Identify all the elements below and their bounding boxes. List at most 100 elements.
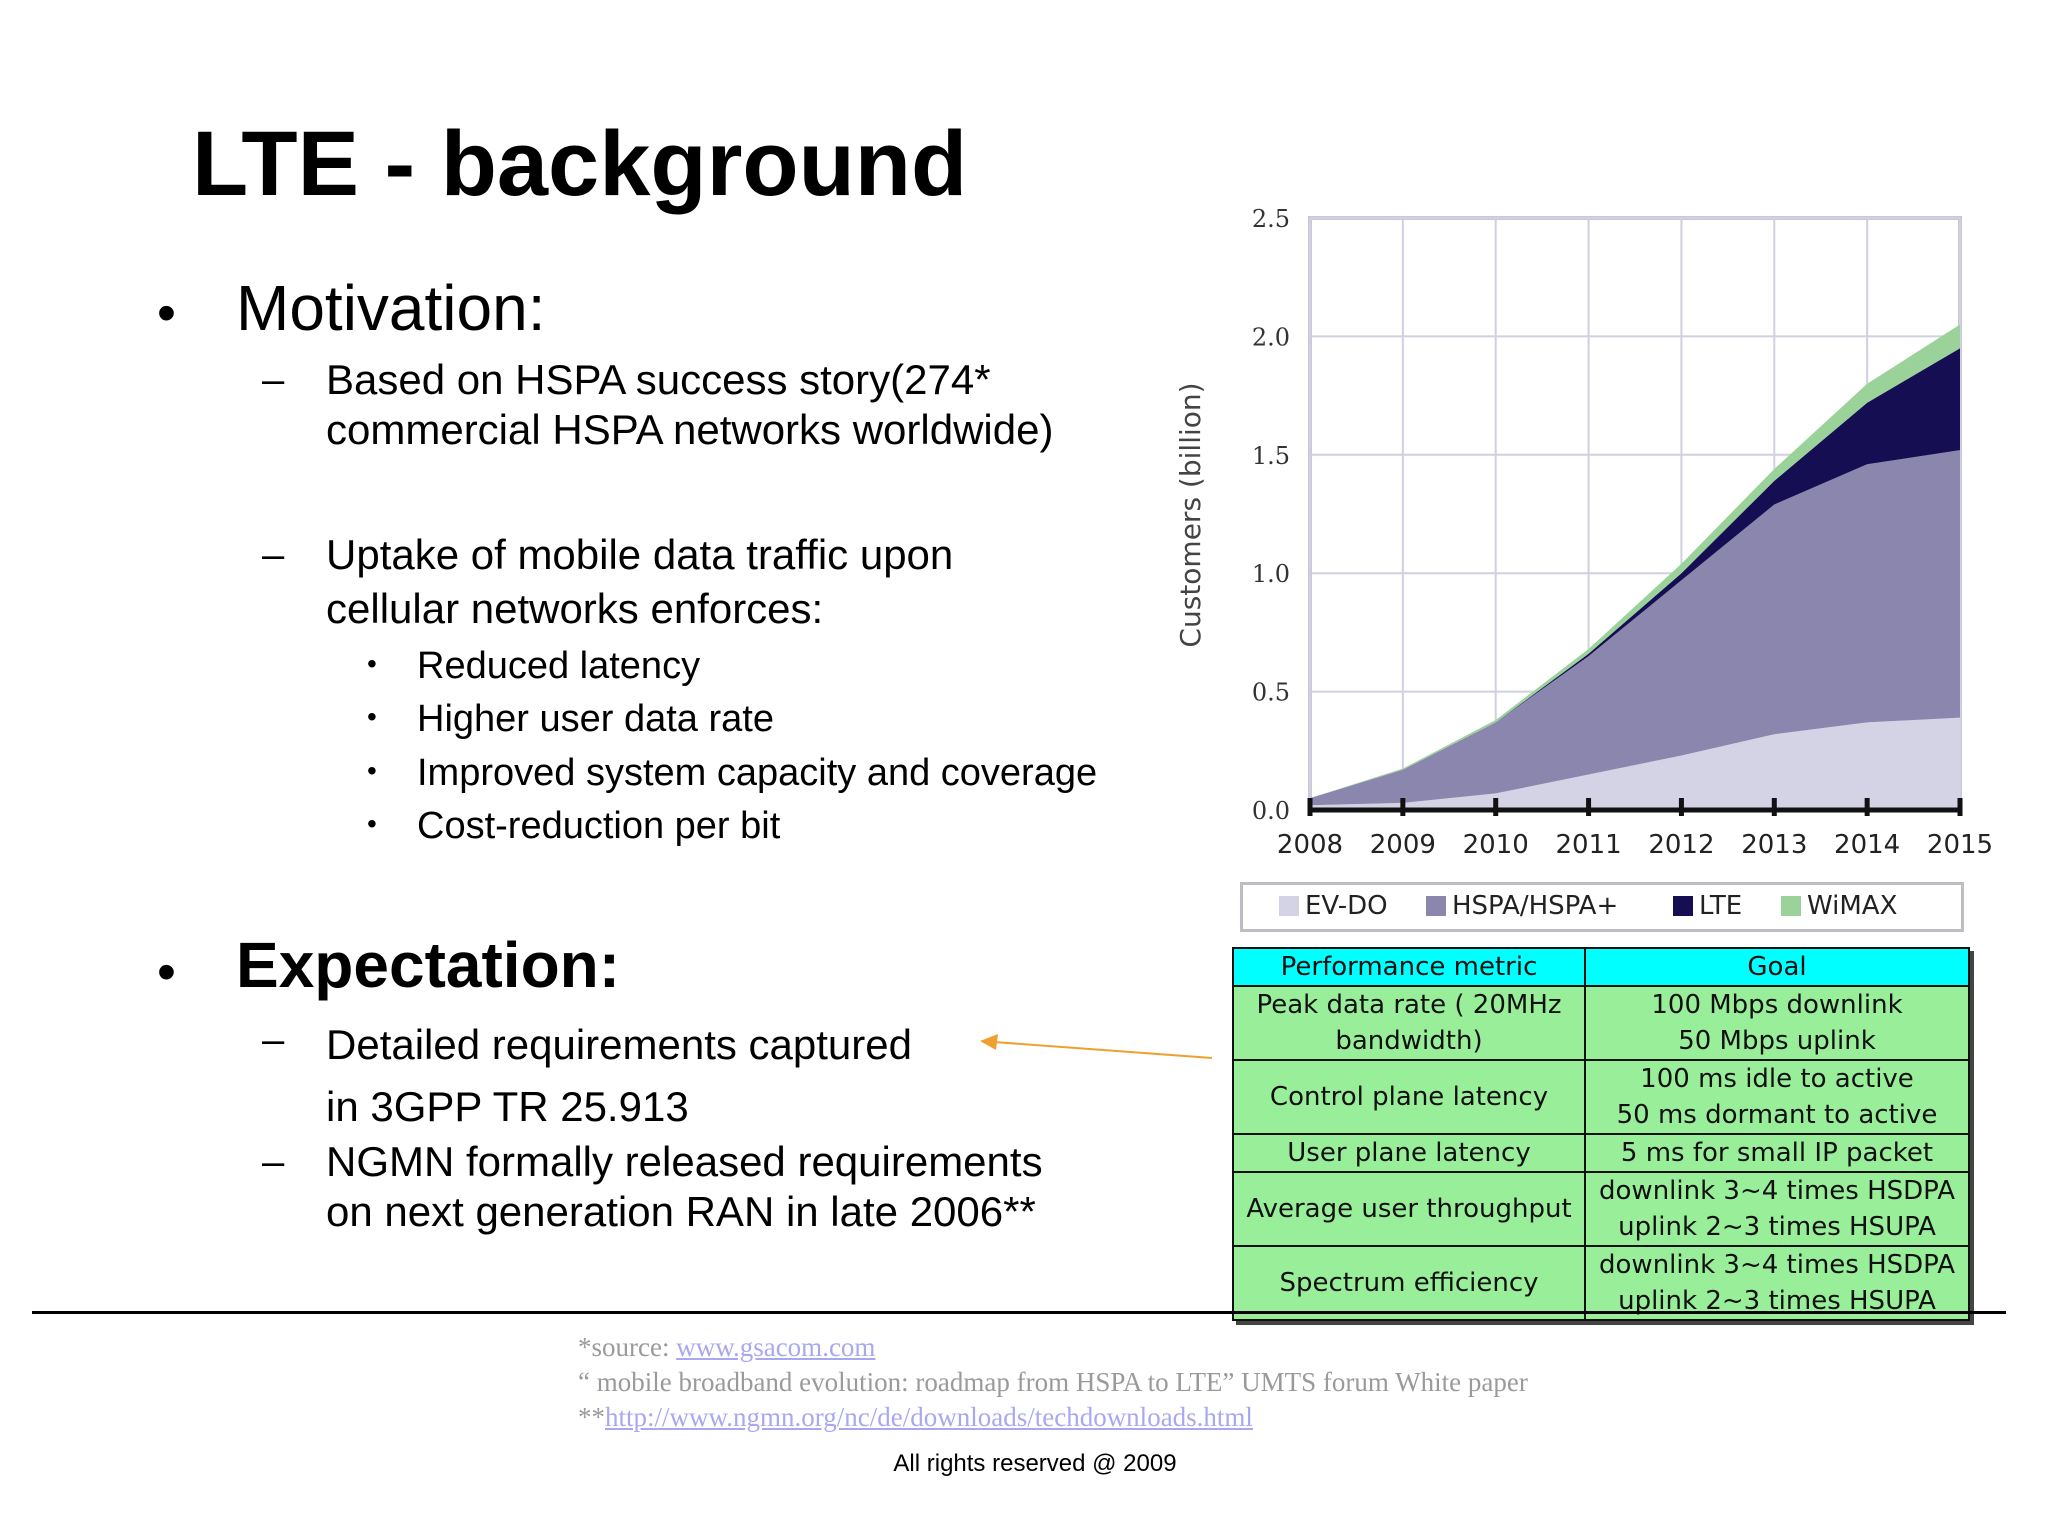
y-tick-label: 2.0 — [1252, 323, 1290, 351]
divider-line — [32, 1311, 2006, 1314]
cell-text: 100 ms idle to active — [1640, 1064, 1914, 1094]
cell-text: 100 Mbps downlink — [1651, 990, 1903, 1020]
dash-marker: – — [262, 1140, 285, 1184]
cell-text: downlink 3~4 times HSDPA — [1599, 1250, 1955, 1280]
legend-label: HSPA/HSPA+ — [1452, 891, 1619, 921]
cell-text: uplink 2~3 times HSUPA — [1618, 1212, 1936, 1242]
cell-text: Control plane latency — [1269, 1082, 1549, 1112]
sub-bullet-marker: • — [367, 808, 377, 839]
ngmn-link[interactable]: http://www.ngmn.org/nc/de/downloads/tech… — [605, 1402, 1253, 1432]
expectation-sub1: Detailed requirements captured in 3GPP T… — [326, 1014, 912, 1138]
cell-text: downlink 3~4 times HSDPA — [1599, 1176, 1955, 1206]
chart-legend: EV-DO HSPA/HSPA+ LTE WiMAX — [1240, 882, 1964, 932]
bullet-marker: • — [157, 942, 176, 1002]
x-tick-label: 2010 — [1463, 830, 1529, 860]
cell-text: 5 ms for small IP packet — [1620, 1138, 1934, 1168]
y-tick-label: 0.0 — [1252, 797, 1290, 825]
x-tick-label: 2013 — [1741, 830, 1807, 860]
expectation-sub1-line1: Detailed requirements captured — [326, 1021, 912, 1068]
sub-bullet-marker: • — [367, 755, 377, 786]
legend-label: WiMAX — [1807, 891, 1898, 921]
table-row: Spectrum efficiency downlink 3~4 times H… — [1232, 1245, 1970, 1321]
slide-title: LTE - background — [192, 113, 968, 215]
motivation-sub1-line2: commercial HSPA networks worldwide) — [326, 406, 1054, 453]
table-row: Average user throughput downlink 3~4 tim… — [1232, 1171, 1970, 1247]
area-series-lte — [1310, 348, 1960, 799]
sub-bullet-marker: • — [367, 701, 377, 732]
metric-cell: Peak data rate ( 20MHz bandwidth) — [1232, 985, 1586, 1061]
motivation-heading: Motivation: — [236, 272, 546, 344]
y-tick-label: 1.5 — [1252, 442, 1290, 470]
expectation-heading: Expectation: — [236, 929, 621, 1001]
goal-cell: downlink 3~4 times HSDPA uplink 2~3 times… — [1584, 1171, 1970, 1247]
legend-item: WiMAX — [1781, 891, 1897, 921]
motivation-sub2-line1: Uptake of mobile data traffic upon — [326, 531, 954, 578]
motivation-item: Improved system capacity and coverage — [417, 752, 1098, 794]
metric-cell: Spectrum efficiency — [1232, 1245, 1586, 1321]
footnote-paper: “ mobile broadband evolution: roadmap fr… — [578, 1367, 1528, 1397]
table-row: Control plane latency 100 ms idle to act… — [1232, 1059, 1970, 1135]
cell-text: Spectrum efficiency — [1279, 1268, 1539, 1298]
cell-text: User plane latency — [1287, 1138, 1531, 1168]
y-tick-label: 1.0 — [1252, 560, 1290, 588]
y-axis-label: Customers (billion) — [1174, 382, 1207, 647]
performance-table: Performance metric Goal Peak data rate (… — [1232, 947, 1970, 1321]
goal-cell: 5 ms for small IP packet — [1584, 1133, 1970, 1173]
arrow-pointer — [980, 1034, 1213, 1059]
dash-marker: – — [262, 358, 285, 402]
footnote-text: ** — [578, 1402, 605, 1432]
goal-cell: 100 Mbps downlink 50 Mbps uplink — [1584, 985, 1970, 1061]
source-link[interactable]: www.gsacom.com — [676, 1332, 876, 1362]
expectation-sub2-line2: on next generation RAN in late 2006** — [326, 1188, 1036, 1235]
dash-marker: – — [262, 533, 285, 577]
area-series-wimax — [1310, 324, 1960, 799]
footnote-ngmn: **http://www.ngmn.org/nc/de/downloads/te… — [578, 1400, 1528, 1435]
plot-area: 2008 2009 2010 2011 2012 2013 2014 2015 0.0 0.5 1.… — [1252, 205, 1993, 860]
motivation-sub2-line2: cellular networks enforces: — [326, 585, 824, 632]
motivation-item: Reduced latency — [417, 645, 701, 687]
metric-cell: Average user throughput — [1232, 1171, 1586, 1247]
legend-item: EV-DO — [1279, 891, 1388, 921]
legend-label: EV-DO — [1305, 891, 1388, 921]
cell-text: 50 ms dormant to active — [1616, 1100, 1938, 1130]
y-tick-label: 0.5 — [1252, 679, 1290, 707]
motivation-sub2: Uptake of mobile data traffic upon cellu… — [326, 528, 953, 636]
metric-cell: User plane latency — [1232, 1133, 1586, 1173]
cell-text: bandwidth) — [1335, 1026, 1483, 1056]
motivation-item: Higher user data rate — [417, 698, 774, 740]
goal-cell: 100 ms idle to active 50 ms dormant to ac… — [1584, 1059, 1970, 1135]
motivation-item: Cost-reduction per bit — [417, 805, 781, 847]
goal-cell: downlink 3~4 times HSDPA uplink 2~3 times… — [1584, 1245, 1970, 1321]
footnote-source: *source: www.gsacom.com — [578, 1330, 1528, 1365]
legend-item: LTE — [1673, 891, 1742, 921]
table-header: Goal — [1584, 947, 1970, 987]
x-tick-label: 2012 — [1648, 830, 1714, 860]
dash-marker: – — [262, 1018, 285, 1062]
bullet-marker: • — [157, 283, 176, 343]
table-row: Peak data rate ( 20MHz bandwidth) 100 Mbp… — [1232, 985, 1970, 1061]
x-tick-label: 2015 — [1927, 830, 1993, 860]
legend-swatch — [1781, 896, 1801, 916]
expectation-sub2: NGMN formally released requirements on n… — [326, 1137, 1043, 1237]
footnote-text: *source: — [578, 1332, 677, 1362]
cell-text: Peak data rate ( 20MHz — [1256, 990, 1562, 1020]
legend-item: HSPA/HSPA+ — [1426, 891, 1618, 921]
table-header-row: Performance metric Goal — [1232, 947, 1970, 987]
area-series-ev-do — [1310, 717, 1960, 810]
legend-label: LTE — [1699, 891, 1743, 921]
sub-bullet-marker: • — [367, 648, 377, 679]
legend-swatch — [1426, 896, 1446, 916]
cell-text: 50 Mbps uplink — [1678, 1026, 1876, 1056]
motivation-sub1: Based on HSPA success story(274* commerc… — [326, 355, 1053, 455]
arrow-line — [993, 1041, 1213, 1059]
legend-swatch — [1279, 896, 1299, 916]
table-header: Performance metric — [1232, 947, 1586, 987]
table-row: User plane latency 5 ms for small IP pac… — [1232, 1133, 1970, 1173]
area-series-hspa-hspa- — [1310, 450, 1960, 806]
customers-area-chart: 2008 2009 2010 2011 2012 2013 2014 2015 0.0 0.5 1.… — [1174, 205, 1993, 860]
arrow-head — [980, 1034, 998, 1050]
copyright-text: All rights reserved @ 2009 — [893, 1450, 1177, 1477]
x-tick-label: 2009 — [1370, 830, 1436, 860]
motivation-sub1-line1: Based on HSPA success story(274* — [326, 356, 991, 403]
y-tick-label: 2.5 — [1252, 205, 1290, 233]
